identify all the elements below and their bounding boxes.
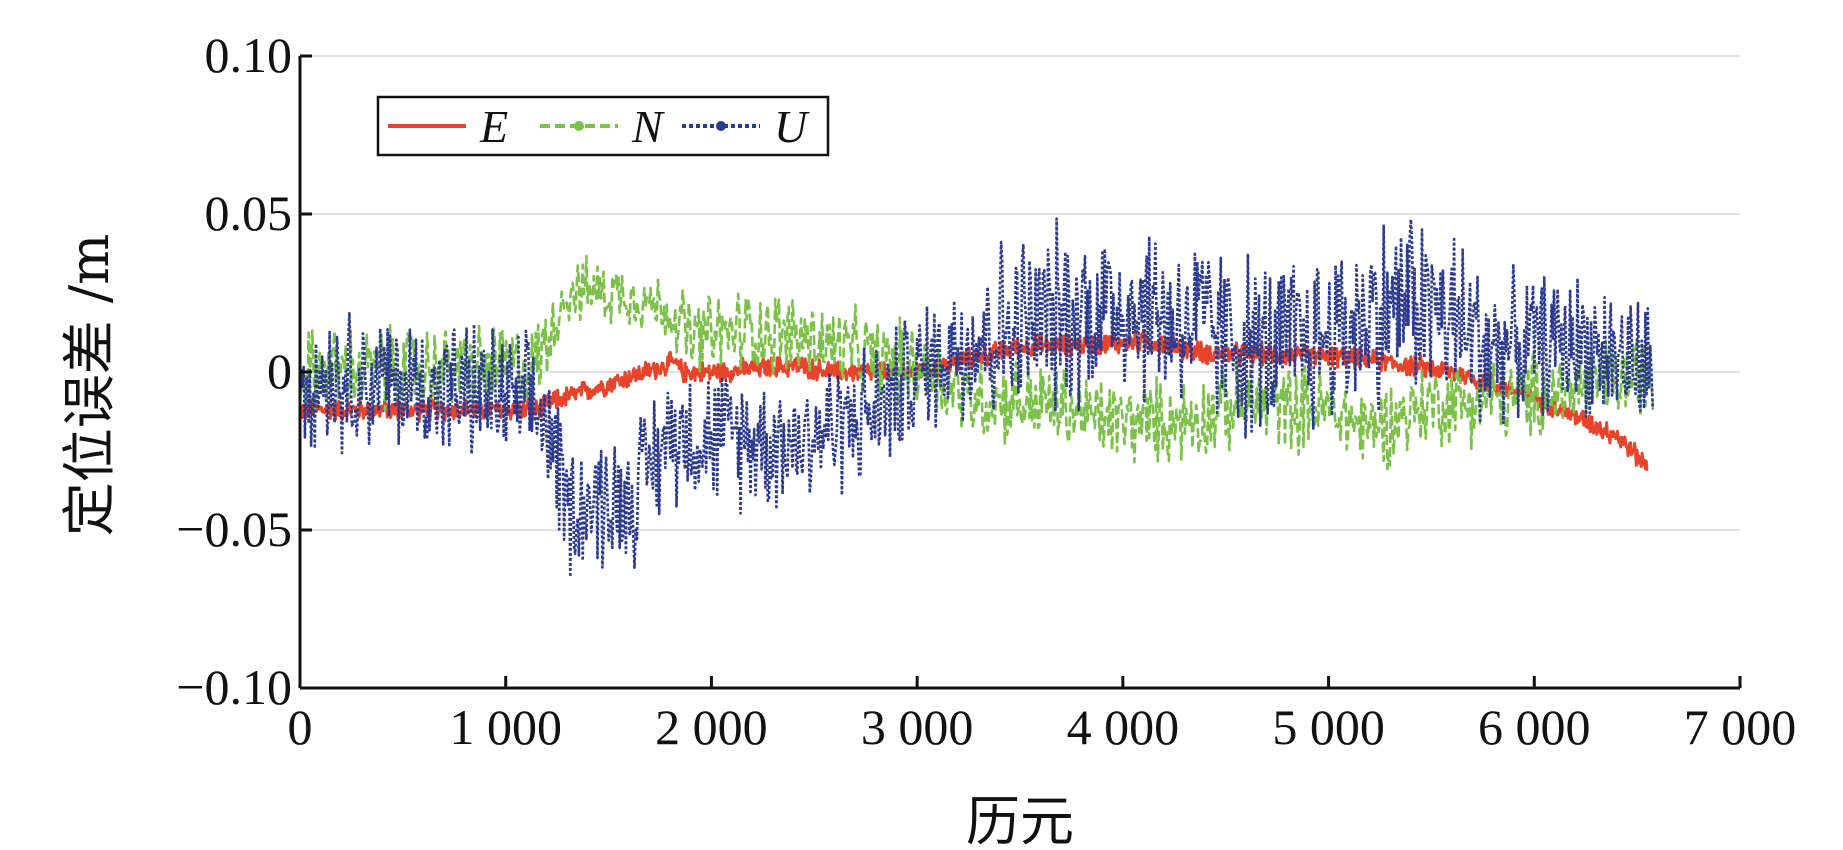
y-tick-label: 0.10 <box>205 27 293 83</box>
y-tick-label: −0.10 <box>176 659 292 715</box>
series-layer <box>300 217 1655 579</box>
legend-label-E: E <box>479 101 508 152</box>
x-tick-label: 0 <box>288 699 313 755</box>
y-tick-label: −0.05 <box>176 501 292 557</box>
x-tick-label: 1 000 <box>449 699 562 755</box>
x-tick-label: 7 000 <box>1684 699 1797 755</box>
series-N-line <box>300 254 1655 471</box>
y-axis-title: 定位误差 /m <box>58 234 121 537</box>
legend-label-N: N <box>631 101 665 152</box>
axes <box>298 54 1742 690</box>
x-tick-label: 4 000 <box>1067 699 1180 755</box>
legend-label-U: U <box>774 101 810 152</box>
x-tick-label: 2 000 <box>655 699 768 755</box>
series-U-line <box>300 217 1655 579</box>
y-tick-label: 0.05 <box>205 185 293 241</box>
legend-marker-N <box>574 121 584 131</box>
y-tick-label: 0 <box>267 343 292 399</box>
x-tick-label: 5 000 <box>1272 699 1385 755</box>
legend-marker-U <box>716 121 726 131</box>
x-axis-title: 历元 <box>966 790 1074 850</box>
x-tick-label: 3 000 <box>861 699 974 755</box>
x-tick-label: 6 000 <box>1478 699 1591 755</box>
tick-labels: 0 1 000 2 000 3 000 4 000 5 000 6 000 7 000 0.10… <box>176 27 1796 755</box>
